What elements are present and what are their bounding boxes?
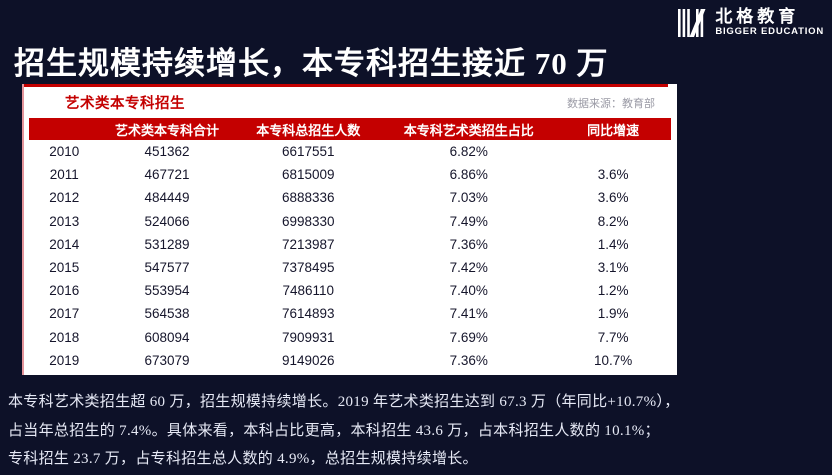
table-row: 2015 547577 7378495 7.42% 3.1%: [29, 256, 671, 279]
value-cell: 547577: [144, 260, 190, 276]
value-cell: 524066: [144, 213, 190, 229]
value-cell: 9149026: [281, 352, 335, 368]
value-cell: 7.36%: [449, 352, 488, 368]
value-cell: 10.7%: [594, 352, 633, 368]
value-cell: 7.42%: [449, 260, 488, 276]
logo-icon: [677, 6, 707, 40]
table-row: 2018 608094 7909931 7.69% 7.7%: [29, 326, 671, 349]
year-cell: 2012: [49, 190, 80, 206]
value-cell: 7614893: [281, 306, 335, 322]
value-cell: 1.9%: [597, 306, 629, 322]
page-title: 招生规模持续增长，本专科招生接近 70 万: [14, 46, 609, 81]
value-cell: 531289: [144, 236, 190, 252]
table-row: 2011 467721 6815009 6.86% 3.6%: [29, 163, 671, 186]
year-cell: 2011: [49, 167, 79, 183]
table-header-row: 艺术类本专科合计 本专科总招生人数 本专科艺术类招生占比 同比增速: [29, 118, 671, 140]
card-header: 艺术类本专科招生 数据来源：教育部: [24, 87, 677, 118]
value-cell: 7.7%: [597, 329, 629, 345]
value-cell: 451362: [144, 144, 190, 160]
table-row: 2014 531289 7213987 7.36% 1.4%: [29, 233, 671, 256]
footer-line: 本专科艺术类招生超 60 万，招生规模持续增长。2019 年艺术类招生达到 67…: [8, 394, 680, 410]
logo-name-cn: 北格教育: [715, 7, 800, 27]
footer-line: 占当年总招生的 7.4%。具体来看，本科占比更高，本科招生 43.6 万，占本科…: [8, 422, 660, 439]
footer-text: 本专科艺术类招生超 60 万，招生规模持续增长。2019 年艺术类招生达到 67…: [8, 388, 680, 474]
value-cell: 1.4%: [597, 236, 629, 252]
table-row: 2016 553954 7486110 7.40% 1.2%: [29, 279, 671, 302]
value-cell: 3.6%: [597, 190, 629, 206]
value-cell: 6998330: [281, 213, 335, 229]
value-cell: 7.69%: [449, 329, 488, 345]
year-cell: 2010: [49, 144, 80, 160]
value-cell: 3.1%: [597, 260, 629, 276]
value-cell: 3.6%: [597, 167, 629, 183]
year-cell: 2015: [49, 260, 80, 276]
header-cell-growth: 同比增速: [587, 122, 640, 138]
value-cell: 553954: [144, 283, 190, 299]
table-body: 2010 451362 6617551 6.82% 2011 467721 6815009 6…: [29, 140, 671, 372]
value-cell: 673079: [144, 352, 190, 368]
table-row: 2012 484449 6888336 7.03% 3.6%: [29, 186, 671, 209]
value-cell: 7486110: [282, 283, 335, 299]
header-cell-ratio: 本专科艺术类招生占比: [403, 122, 534, 138]
year-cell: 2019: [49, 352, 80, 368]
table-row: 2010 451362 6617551 6.82%: [29, 140, 671, 163]
value-cell: 484449: [144, 190, 190, 206]
value-cell: 6617551: [281, 144, 335, 160]
value-cell: 6815009: [281, 167, 335, 183]
value-cell: 7.41%: [449, 306, 488, 322]
logo-name-en: BIGGER EDUCATION: [715, 26, 824, 38]
logo-text: 北格教育 BIGGER EDUCATION: [715, 8, 824, 37]
logo: 北格教育 BIGGER EDUCATION: [677, 6, 824, 40]
table-row: 2013 524066 6998330 7.49% 8.2%: [29, 210, 671, 233]
year-cell: 2013: [49, 213, 80, 229]
value-cell: 6.82%: [449, 144, 488, 160]
year-cell: 2014: [49, 236, 80, 252]
data-card: 艺术类本专科招生 数据来源：教育部 艺术类本专科合计 本专科总招生人数 本专科艺…: [22, 84, 677, 375]
value-cell: 7.40%: [449, 283, 488, 299]
value-cell: 7909931: [281, 329, 335, 345]
value-cell: 8.2%: [597, 213, 629, 229]
table-row: 2017 564538 7614893 7.41% 1.9%: [29, 302, 671, 325]
data-source-label: 数据来源：教育部: [567, 97, 655, 110]
value-cell: 1.2%: [597, 283, 629, 299]
header-cell-art-total: 艺术类本专科合计: [115, 122, 220, 138]
value-cell: 564538: [144, 306, 190, 322]
value-cell: 6888336: [281, 190, 335, 206]
value-cell: 7.49%: [449, 213, 488, 229]
year-cell: 2016: [49, 283, 80, 299]
year-cell: 2017: [49, 306, 80, 322]
value-cell: 7378495: [281, 260, 335, 276]
value-cell: 7213987: [281, 236, 335, 252]
year-cell: 2018: [49, 329, 80, 345]
value-cell: 7.03%: [449, 190, 488, 206]
value-cell: 467721: [144, 167, 190, 183]
table-row: 2019 673079 9149026 7.36% 10.7%: [29, 349, 671, 372]
value-cell: 6.86%: [449, 167, 488, 183]
value-cell: 608094: [144, 329, 190, 345]
value-cell: 7.36%: [449, 236, 488, 252]
header-cell-all-total: 本专科总招生人数: [256, 122, 361, 138]
footer-line: 专科招生 23.7 万，占专科招生总人数的 4.9%，总招生规模持续增长。: [8, 451, 478, 467]
card-title: 艺术类本专科招生: [65, 96, 185, 112]
